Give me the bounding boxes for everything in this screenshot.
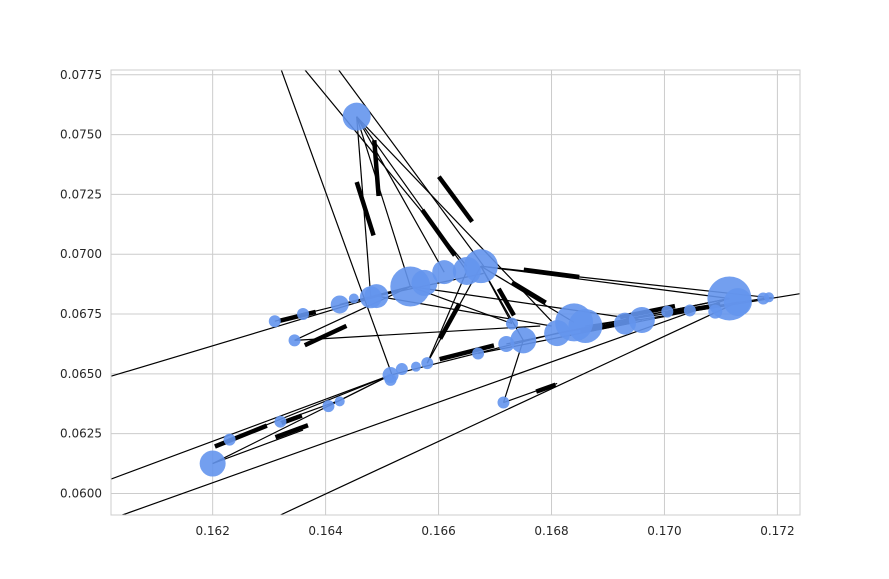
- edge-37: [426, 270, 468, 364]
- x-tick-label: 0.162: [195, 524, 229, 538]
- y-tick-label: 0.0600: [60, 486, 102, 500]
- plot-frame: [110, 69, 801, 516]
- edge-29: [111, 374, 391, 480]
- edge-21: [294, 325, 541, 341]
- edge-arrow-38: [535, 382, 557, 394]
- node-21: [613, 312, 636, 335]
- node-12: [288, 334, 301, 347]
- x-tick-label: 0.168: [534, 524, 568, 538]
- edge-7: [337, 70, 485, 267]
- edge-arrow-0: [354, 181, 376, 237]
- edge-6: [304, 70, 468, 267]
- edge-arrow-32: [274, 423, 309, 440]
- edges: [111, 70, 800, 515]
- nodes: [199, 102, 774, 477]
- node-7: [359, 286, 382, 309]
- edge-arrow-20: [303, 323, 348, 348]
- edge-1: [356, 116, 372, 298]
- node-31: [395, 363, 408, 376]
- x-axis-ticks: 0.162 0.164 0.166 0.168 0.170 0.172: [195, 524, 794, 538]
- node-39: [497, 396, 510, 409]
- node-8: [348, 293, 359, 304]
- edge-14: [410, 285, 642, 321]
- y-axis-ticks: 0.0600 0.0625 0.0650 0.0675 0.0700 0.0725 0.07…: [60, 68, 102, 501]
- node-27: [498, 335, 515, 352]
- x-tick-label: 0.172: [760, 524, 794, 538]
- edge-arrow-34: [214, 423, 268, 449]
- edge-32: [212, 429, 304, 465]
- node-25: [505, 317, 518, 330]
- node-29: [421, 357, 434, 370]
- edge-0: [356, 116, 411, 287]
- edge-3: [356, 116, 445, 273]
- edge-5: [280, 70, 394, 379]
- node-38: [199, 450, 226, 477]
- edge-arrow-10: [510, 280, 547, 305]
- edge-8: [480, 265, 730, 300]
- node-3: [432, 260, 457, 285]
- y-tick-label: 0.0725: [60, 187, 102, 201]
- edge-arrow-7: [437, 175, 474, 224]
- node-37: [223, 433, 236, 446]
- node-9: [330, 295, 349, 314]
- node-18: [683, 304, 696, 317]
- edge-31: [280, 301, 739, 515]
- edge-20: [294, 285, 411, 341]
- node-33: [384, 373, 397, 386]
- y-tick-label: 0.0675: [60, 307, 102, 321]
- edge-30: [122, 297, 730, 515]
- y-tick-label: 0.0700: [60, 247, 102, 261]
- node-35: [322, 400, 335, 413]
- node-36: [274, 415, 287, 428]
- node-11: [268, 315, 281, 328]
- node-19: [661, 305, 674, 318]
- x-tick-label: 0.164: [308, 524, 342, 538]
- node-14: [723, 288, 752, 317]
- edge-arrow-11: [496, 287, 516, 317]
- node-5: [411, 269, 438, 296]
- node-16: [763, 292, 774, 303]
- node-28: [472, 347, 485, 360]
- node-24: [544, 320, 571, 347]
- edge-arrow-19: [278, 309, 317, 324]
- node-2: [452, 256, 481, 285]
- edge-arrow-28: [439, 343, 495, 362]
- y-tick-label: 0.0650: [60, 367, 102, 381]
- node-34: [334, 396, 345, 407]
- y-tick-label: 0.0775: [60, 68, 102, 82]
- node-30: [410, 361, 421, 372]
- node-0: [342, 102, 371, 131]
- x-tick-label: 0.170: [647, 524, 681, 538]
- y-tick-label: 0.0625: [60, 427, 102, 441]
- x-tick-label: 0.166: [421, 524, 455, 538]
- node-10: [297, 308, 310, 321]
- y-tick-label: 0.0750: [60, 128, 102, 142]
- edge-22: [111, 285, 411, 377]
- node-26: [510, 327, 537, 354]
- node-17: [708, 304, 723, 319]
